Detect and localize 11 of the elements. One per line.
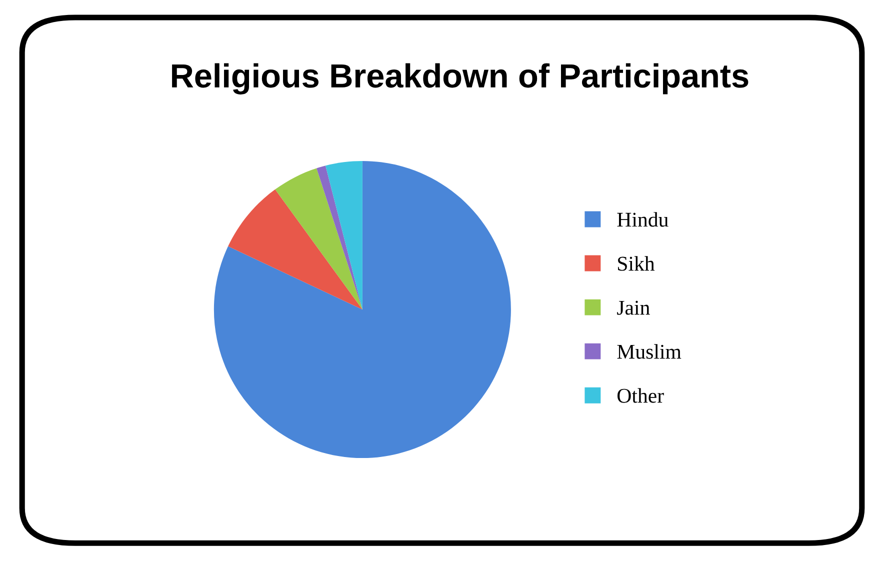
pie-slice bbox=[326, 161, 362, 310]
pie-slice bbox=[316, 166, 362, 310]
chart-title: Religious Breakdown of Participants bbox=[172, 63, 748, 94]
legend-label: Hindu bbox=[617, 212, 668, 227]
pie-slice bbox=[228, 189, 362, 310]
legend-label: Muslim bbox=[617, 344, 682, 359]
pie-slice bbox=[214, 161, 511, 458]
pie-slice bbox=[275, 168, 362, 310]
legend-label: Other bbox=[618, 388, 664, 403]
legend-label: Jain bbox=[617, 300, 650, 315]
legend-label: Sikh bbox=[618, 256, 655, 271]
